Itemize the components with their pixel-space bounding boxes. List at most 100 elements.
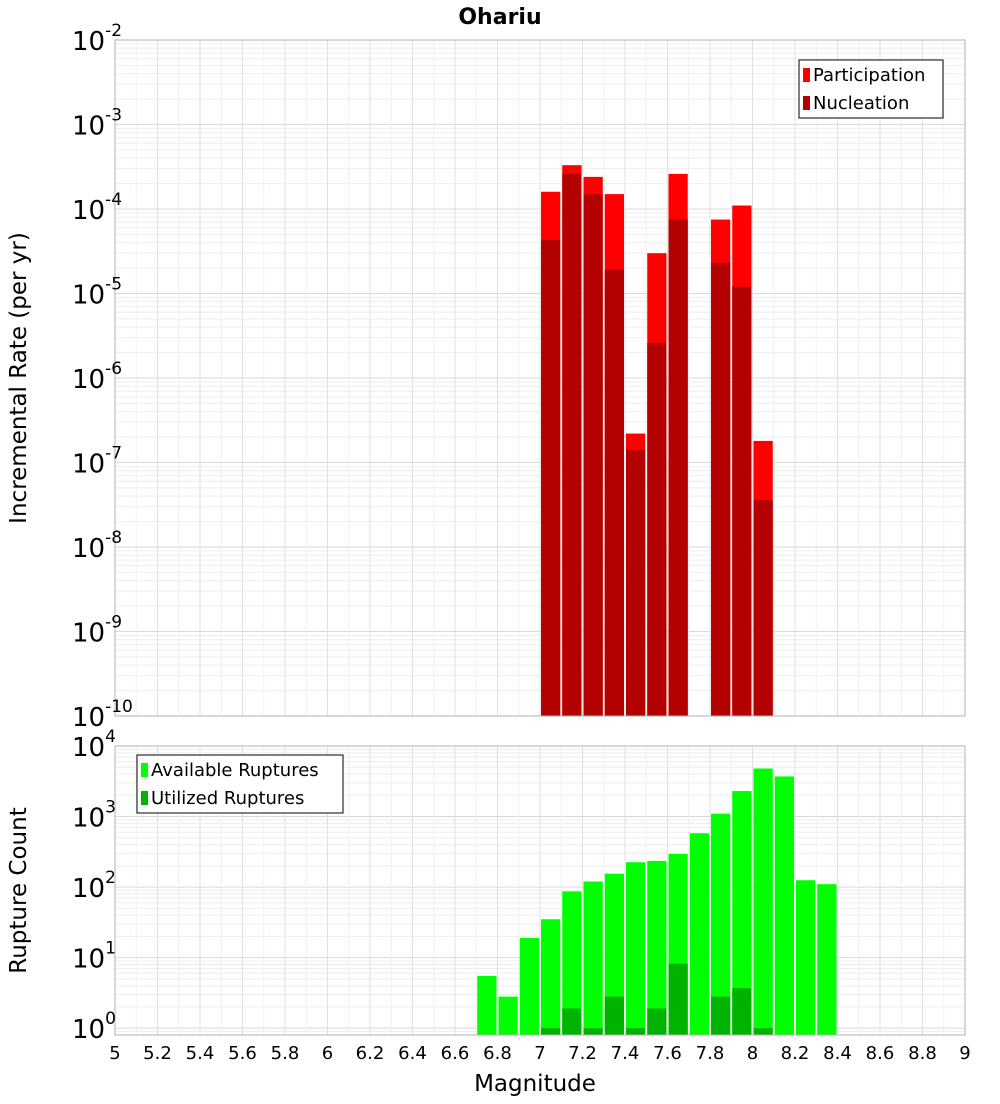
y-tick-label: 103 <box>72 798 116 834</box>
y-tick-label: 10-4 <box>72 190 122 226</box>
legend-label: Participation <box>813 65 925 86</box>
bar-utilized-ruptures <box>732 988 752 1035</box>
gridlines <box>114 40 966 717</box>
bar-available-ruptures <box>732 791 752 1035</box>
y-tick-label: 10-5 <box>72 275 122 311</box>
x-tick-label: 8.2 <box>781 1043 810 1064</box>
y-tick-label: 102 <box>72 868 116 904</box>
y-tick-exponent: -4 <box>105 190 122 210</box>
bar-utilized-ruptures <box>583 1028 603 1035</box>
bar-available-ruptures <box>562 891 582 1035</box>
bar-utilized-ruptures <box>711 996 731 1035</box>
x-tick-labels: 5 5.2 5.4 5.6 5.8 6 6.2 6.4 6.6 6.8 7 7.2 7.4 7.6 7.8 8… <box>109 1043 970 1064</box>
bar-available-ruptures <box>519 937 539 1035</box>
bar-available-ruptures <box>817 884 837 1035</box>
bar-utilized-ruptures <box>604 996 624 1035</box>
plot-frame <box>114 745 966 1036</box>
x-tick-label: 8.8 <box>908 1043 937 1064</box>
bar-nucleation <box>711 262 731 716</box>
y-tick-exponent: 0 <box>105 1009 116 1029</box>
legend: Available Ruptures Utilized Ruptures <box>136 754 344 814</box>
x-tick-label: 5 <box>109 1043 120 1064</box>
legend-swatch <box>141 791 148 805</box>
bar-available-ruptures <box>541 919 561 1035</box>
bar-nucleation <box>753 499 773 716</box>
legend-label: Nucleation <box>813 93 909 114</box>
x-axis-label: Magnitude <box>474 1071 596 1097</box>
y-tick-label: 10-8 <box>72 528 122 564</box>
bar-available-ruptures <box>498 996 518 1035</box>
y-axis-label: Rupture Count <box>6 807 32 973</box>
x-tick-label: 6.4 <box>398 1043 427 1064</box>
bar-available-ruptures <box>583 881 603 1035</box>
y-tick-exponent: -3 <box>105 106 122 126</box>
y-tick-base: 10 <box>72 365 105 395</box>
y-tick-base: 10 <box>72 619 105 649</box>
bars <box>541 165 773 717</box>
bar-available-ruptures <box>796 880 816 1035</box>
bar-nucleation <box>541 239 561 716</box>
y-axis-label: Incremental Rate (per yr) <box>6 232 32 524</box>
y-tick-base: 10 <box>72 945 105 975</box>
bar-nucleation <box>626 450 646 716</box>
legend-label: Utilized Ruptures <box>151 788 304 809</box>
bar-available-ruptures <box>774 776 794 1035</box>
top-panel: 10-1010-910-810-710-610-510-410-310-2Inc… <box>6 21 966 733</box>
y-tick-label: 10-3 <box>72 106 122 142</box>
bar-utilized-ruptures <box>647 1008 667 1035</box>
y-tick-base: 10 <box>72 703 105 733</box>
y-tick-base: 10 <box>72 733 105 763</box>
bar-available-ruptures <box>753 768 773 1035</box>
y-tick-exponent: -8 <box>105 528 122 548</box>
bar-available-ruptures <box>689 833 709 1035</box>
bar-available-ruptures <box>604 873 624 1035</box>
y-tick-base: 10 <box>72 1015 105 1045</box>
legend-swatch <box>141 763 148 777</box>
bar-available-ruptures <box>477 975 497 1035</box>
x-tick-label: 8 <box>747 1043 758 1064</box>
bar-nucleation <box>604 269 624 716</box>
y-tick-base: 10 <box>72 534 105 564</box>
y-tick-base: 10 <box>72 281 105 311</box>
bar-nucleation <box>562 173 582 716</box>
bar-available-ruptures <box>647 860 667 1035</box>
y-tick-base: 10 <box>72 112 105 142</box>
x-tick-label: 6.6 <box>441 1043 470 1064</box>
y-tick-base: 10 <box>72 450 105 480</box>
x-tick-label: 6.8 <box>483 1043 512 1064</box>
y-tick-exponent: -9 <box>105 613 122 633</box>
x-tick-label: 5.2 <box>143 1043 172 1064</box>
y-tick-label: 100 <box>72 1009 116 1045</box>
y-tick-base: 10 <box>72 874 105 904</box>
y-tick-label: 104 <box>72 727 116 763</box>
bars <box>477 768 837 1035</box>
legend-swatch <box>803 68 810 82</box>
bar-available-ruptures <box>711 813 731 1035</box>
x-tick-label: 7.4 <box>611 1043 640 1064</box>
chart-title: Ohariu <box>458 5 541 30</box>
y-tick-label: 10-9 <box>72 613 122 649</box>
x-tick-label: 6 <box>322 1043 333 1064</box>
legend-swatch <box>803 96 810 110</box>
y-tick-label: 10-6 <box>72 359 122 395</box>
bar-available-ruptures <box>626 862 646 1035</box>
legend: Participation Nucleation <box>798 59 944 119</box>
x-tick-label: 5.4 <box>186 1043 215 1064</box>
y-tick-exponent: -10 <box>105 697 133 717</box>
bar-nucleation <box>668 219 688 717</box>
bar-nucleation <box>583 194 603 716</box>
x-tick-label: 8.6 <box>866 1043 895 1064</box>
x-tick-label: 7.2 <box>568 1043 597 1064</box>
x-tick-label: 8.4 <box>823 1043 852 1064</box>
x-tick-label: 7.8 <box>696 1043 725 1064</box>
y-tick-base: 10 <box>72 804 105 834</box>
x-tick-label: 7.6 <box>653 1043 682 1064</box>
y-tick-exponent: 3 <box>105 798 116 818</box>
legend-box <box>136 754 344 814</box>
legend-box <box>798 59 944 119</box>
y-tick-exponent: -7 <box>105 444 122 464</box>
x-tick-label: 9 <box>959 1043 970 1064</box>
